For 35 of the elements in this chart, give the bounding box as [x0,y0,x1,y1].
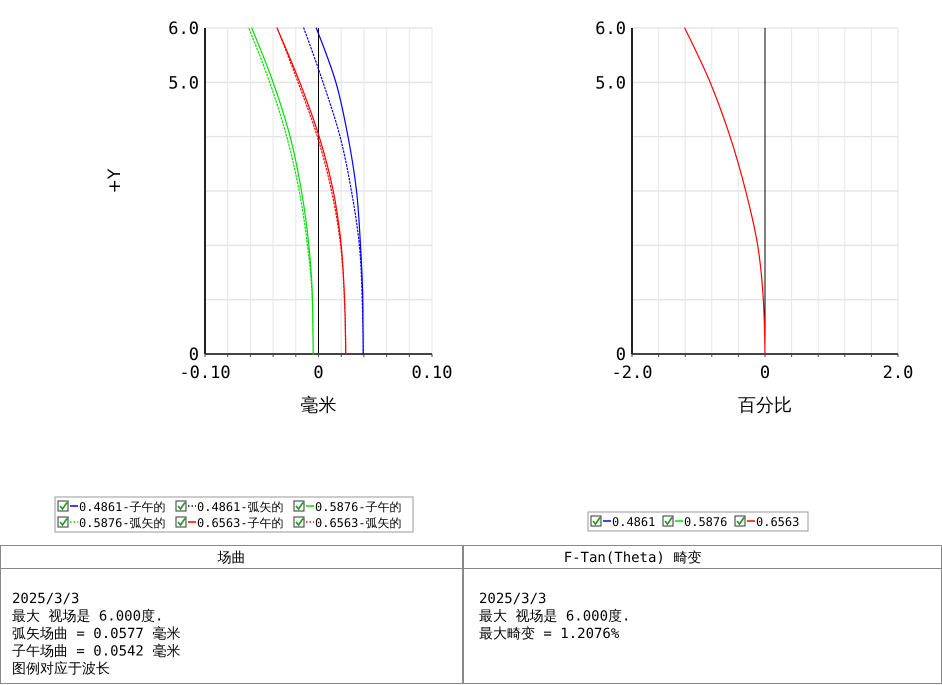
text: 子午场曲 = 0.0542 毫米 [12,644,180,660]
x-tick-label: -2.0 [612,363,652,383]
text: 2025/3/3 [479,591,546,607]
legend-label: 0.4861-弧矢的 [197,500,284,514]
x-tick-label: 0 [760,363,770,383]
text: 最大 视场是 6.000度. [479,608,630,624]
x-axis-title: 毫米 [300,395,336,416]
x-tick-label: -0.10 [179,363,231,383]
legend-label: 0.4861-子午的 [79,500,166,514]
x-tick-label: 0.10 [412,363,452,383]
y-axis-title: +Y [105,168,125,194]
x-tick-label: 0 [313,363,324,383]
line-series [684,27,766,355]
text: 最大畸变 = 1.2076% [479,626,620,642]
legend-label: 0.5876-弧矢的 [79,516,166,530]
y-tick-label: 6.0 [168,19,199,39]
legend-label: 0.6563-弧矢的 [315,516,402,530]
x-tick-label: 2.0 [882,363,914,383]
legend-label: 0.6563 [756,515,800,529]
text: 图例对应于波长 [12,661,110,677]
text: 最大 视场是 6.000度. [12,608,164,624]
y-tick-label: 6.0 [595,19,626,39]
text: 弧矢场曲 = 0.0577 毫米 [12,626,180,642]
text: 场曲 [216,550,246,566]
legend-label: 0.4861 [612,515,656,529]
y-tick-label: 0 [616,345,626,365]
y-tick-label: 0 [188,345,199,365]
text: F-Tan(Theta) 畸变 [564,550,702,566]
legend-label: 0.6563-子午的 [197,516,284,530]
y-tick-label: 5.0 [595,73,626,94]
x-axis-title: 百分比 [738,395,792,416]
y-tick-label: 5.0 [168,73,199,94]
text: 2025/3/3 [12,591,80,607]
legend-label: 0.5876-子午的 [315,500,402,514]
legend-label: 0.5876 [684,515,728,529]
